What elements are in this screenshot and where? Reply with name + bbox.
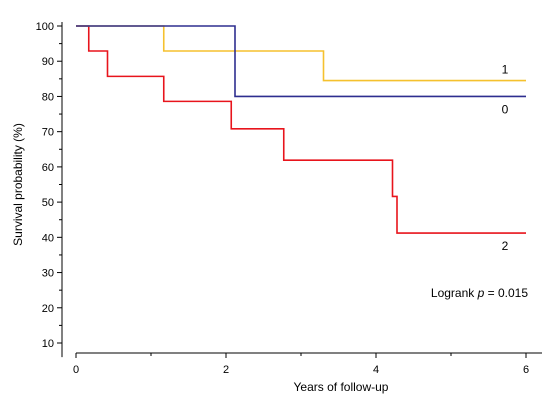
series-2-line bbox=[76, 25, 526, 234]
x-tick-label: 0 bbox=[73, 364, 79, 376]
series-1-line bbox=[76, 25, 526, 82]
y-tick-label: 80 bbox=[42, 91, 54, 103]
chart-series-labels: 0 1 2 bbox=[502, 63, 509, 254]
x-tick-label: 2 bbox=[223, 364, 229, 376]
series-0-line bbox=[76, 25, 526, 98]
y-tick-label: 30 bbox=[42, 268, 54, 280]
x-axis-label: Years of follow-up bbox=[294, 380, 389, 394]
series-1-label: 1 bbox=[502, 63, 509, 77]
y-tick-label: 40 bbox=[42, 232, 54, 244]
x-tick-label: 6 bbox=[523, 364, 529, 376]
chart-axes bbox=[61, 22, 542, 358]
y-tick-label: 50 bbox=[42, 197, 54, 209]
series-0-label: 0 bbox=[502, 102, 509, 116]
series-2-label: 2 bbox=[502, 239, 509, 253]
logrank-p: p bbox=[477, 286, 485, 300]
y-tick-label: 60 bbox=[42, 162, 54, 174]
logrank-value: = 0.015 bbox=[484, 286, 528, 300]
chart-series bbox=[76, 25, 526, 234]
logrank-annotation: Logrank p = 0.015 bbox=[431, 286, 528, 300]
y-tick-label: 20 bbox=[42, 303, 54, 315]
y-tick-label: 90 bbox=[42, 56, 54, 68]
y-tick-label: 100 bbox=[36, 21, 54, 33]
y-axis-label: Survival probability (%) bbox=[11, 123, 25, 246]
x-tick-label: 4 bbox=[373, 364, 379, 376]
logrank-prefix: Logrank bbox=[431, 286, 478, 300]
y-tick-label: 10 bbox=[42, 338, 54, 350]
y-tick-label: 70 bbox=[42, 127, 54, 139]
